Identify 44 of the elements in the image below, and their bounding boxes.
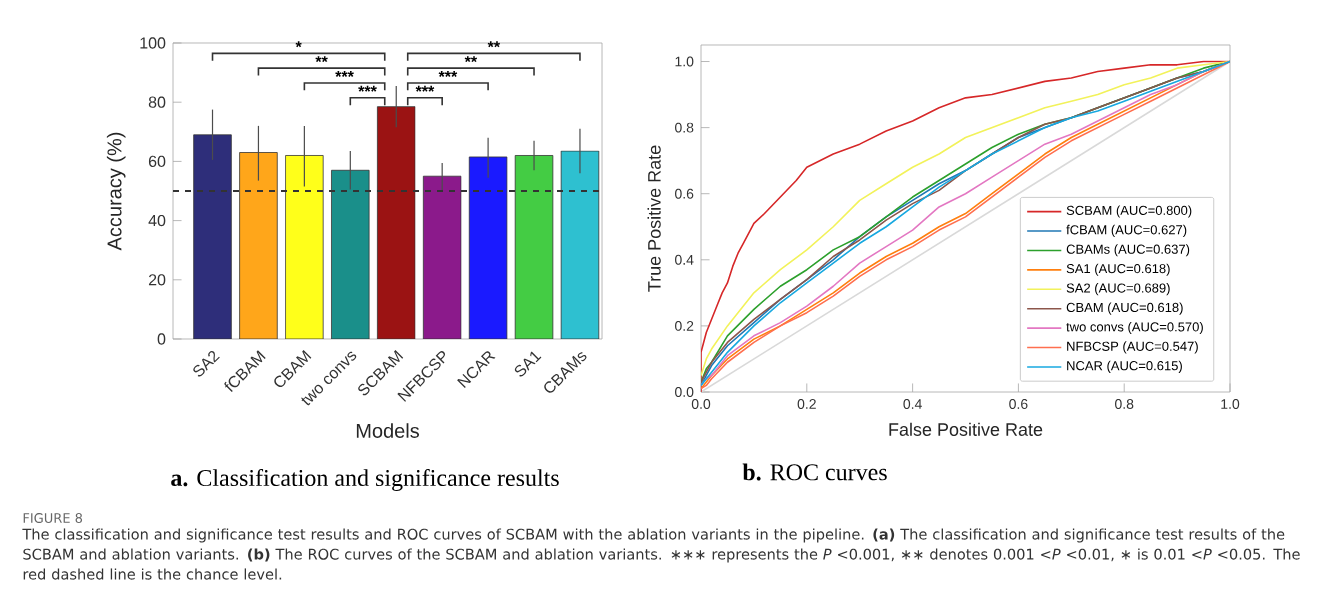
x-tick-label: SA1 [514, 351, 542, 377]
legend-label: SA1 (AUC=0.618) [1066, 263, 1170, 276]
x-tick-label: 0.8 [1115, 399, 1134, 409]
x-tick-label: 1.0 [1221, 399, 1240, 409]
legend-label: CBAM (AUC=0.618) [1066, 302, 1183, 315]
annotation: *** [438, 70, 458, 77]
annotation: ** [487, 41, 501, 48]
x-tick-label: SA2 [193, 350, 220, 377]
legend-label: NCAR (AUC=0.615) [1067, 360, 1182, 373]
y-tick-label: 1.0 [675, 56, 694, 67]
text: The classification and significance test results and ROC curves of SCBAM with the ablation variants in the pipeline. (a) The classification and significance test results of the SCBAM and ablation variants. (b) The ROC curves of the SCBAM and ablation variants. ∗∗∗ represents the P <0.001, ∗∗ denotes 0.001 <P <0.01, ∗ is 0.01 <P <0.05. The red dashed line is the chance level. [22, 528, 1300, 580]
y-tick-label: 80 [148, 96, 166, 108]
text: a. Classification and significance results [171, 468, 559, 492]
annotation: *** [415, 85, 435, 92]
y-tick-label: 0 [157, 333, 166, 345]
x-axis-title: Models [356, 423, 420, 438]
y-tick-label: 60 [148, 155, 166, 168]
caption: FIGURE 8 [23, 513, 83, 523]
annotation: * [295, 41, 302, 48]
y-tick-label: 0.4 [675, 254, 694, 265]
legend-label: SA2 (AUC=0.689) [1066, 283, 1170, 296]
legend-label: SCBAM (AUC=0.800) [1066, 205, 1192, 218]
legend-label: two convs (AUC=0.570) [1066, 321, 1203, 335]
x-tick-label: 0.6 [1009, 399, 1028, 409]
x-tick-label: 0.0 [691, 399, 711, 409]
legend-label: fCBAM (AUC=0.627) [1066, 224, 1187, 237]
annotation: *** [358, 85, 377, 92]
y-tick-label: 0.2 [675, 320, 694, 331]
y-axis-title: Accuracy (%) [106, 132, 126, 251]
y-tick-label: 0.6 [675, 188, 694, 199]
y-axis-title: True Positive Rate [647, 145, 661, 292]
y-tick-label: 40 [148, 214, 166, 227]
text: b. ROC curves [742, 463, 887, 481]
annotation: ** [315, 56, 328, 63]
x-axis-title: False Positive Rate [889, 422, 1043, 436]
annotation: ** [464, 56, 478, 63]
y-tick-label: 0.8 [675, 122, 694, 133]
x-tick-label: 0.4 [903, 399, 922, 409]
y-tick-label: 20 [148, 274, 166, 286]
legend-label: NFBCSP (AUC=0.547) [1067, 341, 1198, 354]
y-tick-label: 100 [140, 37, 166, 49]
legend-label: CBAMs (AUC=0.637) [1066, 244, 1190, 257]
x-tick-label: 0.2 [797, 399, 816, 409]
annotation: *** [335, 70, 354, 77]
